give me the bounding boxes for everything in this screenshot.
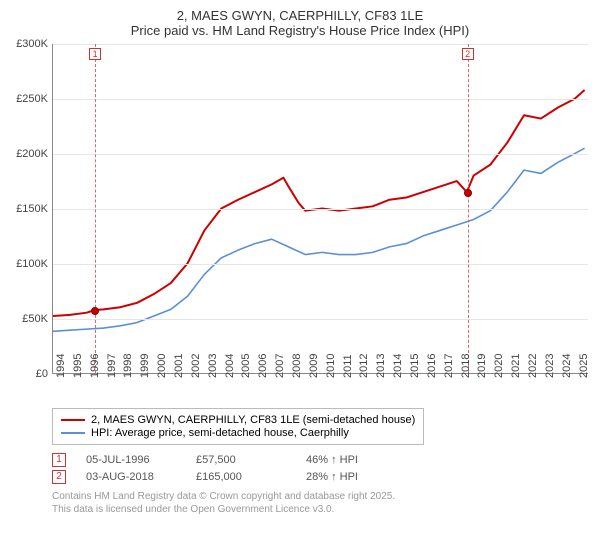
transaction-delta: 28% ↑ HPI [306, 471, 396, 483]
x-tick-label: 2024 [561, 354, 573, 378]
x-tick-label: 2021 [510, 354, 522, 378]
x-tick-label: 1997 [106, 354, 118, 378]
x-tick-label: 2004 [224, 354, 236, 378]
plot-area: 12 [52, 44, 588, 374]
y-tick-label: £200K [16, 148, 48, 160]
transaction-table: 1 05-JUL-1996 £57,500 46% ↑ HPI 2 03-AUG-2018… [52, 453, 588, 484]
marker-label-box: 1 [89, 48, 101, 60]
x-tick-label: 2019 [476, 354, 488, 378]
gridline [53, 99, 588, 100]
x-tick-label: 2016 [426, 354, 438, 378]
title-address: 2, MAES GWYN, CAERPHILLY, CF83 1LE [12, 8, 588, 23]
gridline [53, 154, 588, 155]
marker-vline [95, 44, 96, 373]
x-tick-label: 2014 [392, 354, 404, 378]
transaction-price: £165,000 [196, 471, 286, 483]
legend: 2, MAES GWYN, CAERPHILLY, CF83 1LE (semi… [52, 408, 424, 445]
marker-vline [468, 44, 469, 373]
footer-attribution: Contains HM Land Registry data © Crown c… [52, 490, 588, 516]
legend-row: 2, MAES GWYN, CAERPHILLY, CF83 1LE (semi… [61, 414, 415, 426]
x-tick-label: 2018 [460, 354, 472, 378]
x-tick-label: 2002 [190, 354, 202, 378]
marker-label-box: 2 [462, 48, 474, 60]
y-tick-label: £100K [16, 258, 48, 270]
legend-row: HPI: Average price, semi-detached house,… [61, 427, 415, 439]
x-tick-label: 2008 [291, 354, 303, 378]
title-block: 2, MAES GWYN, CAERPHILLY, CF83 1LE Price… [12, 8, 588, 38]
y-tick-label: £150K [16, 203, 48, 215]
x-tick-label: 2000 [156, 354, 168, 378]
y-axis: £0£50K£100K£150K£200K£250K£300K [12, 44, 52, 374]
x-tick-label: 2020 [493, 354, 505, 378]
y-tick-label: £50K [22, 313, 48, 325]
y-tick-label: £300K [16, 38, 48, 50]
x-tick-label: 2017 [443, 354, 455, 378]
transaction-marker-icon: 1 [52, 453, 66, 467]
gridline [53, 264, 588, 265]
x-tick-label: 2011 [342, 354, 354, 378]
transaction-price: £57,500 [196, 454, 286, 466]
x-tick-label: 2022 [527, 354, 539, 378]
transaction-marker-icon: 2 [52, 470, 66, 484]
chart-area: £0£50K£100K£150K£200K£250K£300K 12 19941… [12, 44, 588, 402]
y-tick-label: £0 [36, 368, 48, 380]
transaction-delta: 46% ↑ HPI [306, 454, 396, 466]
x-tick-label: 2006 [257, 354, 269, 378]
footer-line2: This data is licensed under the Open Gov… [52, 503, 588, 516]
legend-label: 2, MAES GWYN, CAERPHILLY, CF83 1LE (semi… [91, 414, 415, 426]
x-tick-label: 1994 [55, 354, 67, 378]
x-axis: 1994199519961997199819992000200120022003… [52, 374, 588, 402]
footer-line1: Contains HM Land Registry data © Crown c… [52, 490, 588, 503]
title-subtitle: Price paid vs. HM Land Registry's House … [12, 23, 588, 38]
transaction-date: 05-JUL-1996 [86, 454, 176, 466]
transaction-row: 1 05-JUL-1996 £57,500 46% ↑ HPI [52, 453, 588, 467]
transaction-point [464, 189, 472, 197]
chart-container: 2, MAES GWYN, CAERPHILLY, CF83 1LE Price… [0, 0, 600, 560]
y-tick-label: £250K [16, 93, 48, 105]
legend-swatch [61, 432, 85, 434]
x-tick-label: 2001 [173, 354, 185, 378]
x-tick-label: 2010 [325, 354, 337, 378]
transaction-row: 2 03-AUG-2018 £165,000 28% ↑ HPI [52, 470, 588, 484]
legend-label: HPI: Average price, semi-detached house,… [91, 427, 349, 439]
x-tick-label: 2003 [207, 354, 219, 378]
gridline [53, 319, 588, 320]
x-tick-label: 2025 [578, 354, 590, 378]
x-tick-label: 1999 [139, 354, 151, 378]
transaction-point [91, 307, 99, 315]
x-tick-label: 2015 [409, 354, 421, 378]
x-tick-label: 1996 [89, 354, 101, 378]
x-tick-label: 2023 [544, 354, 556, 378]
x-tick-label: 1995 [72, 354, 84, 378]
legend-swatch [61, 419, 85, 421]
x-tick-label: 2009 [308, 354, 320, 378]
series-price_paid [53, 90, 585, 316]
x-tick-label: 1998 [122, 354, 134, 378]
x-tick-label: 2007 [274, 354, 286, 378]
transaction-date: 03-AUG-2018 [86, 471, 176, 483]
gridline [53, 44, 588, 45]
x-tick-label: 2005 [240, 354, 252, 378]
gridline [53, 209, 588, 210]
x-tick-label: 2012 [358, 354, 370, 378]
x-tick-label: 2013 [375, 354, 387, 378]
